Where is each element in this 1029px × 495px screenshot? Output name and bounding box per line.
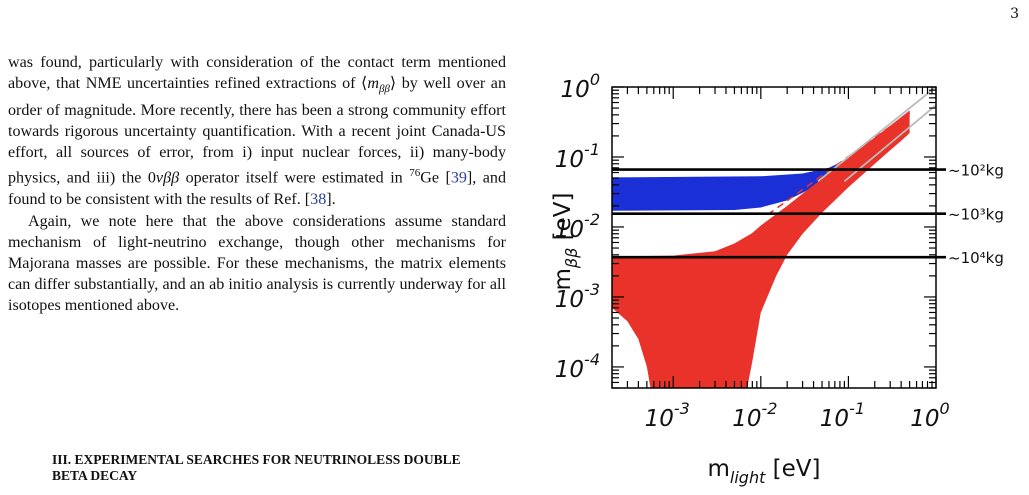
tick-label-base: 10 bbox=[910, 406, 939, 432]
sensitivity-label: ~10³kg bbox=[948, 206, 1004, 224]
plot-area bbox=[612, 87, 936, 388]
axis-title-subscript: ββ bbox=[562, 248, 581, 269]
text-segment: operator itself were estimated in bbox=[179, 169, 410, 187]
tick-label-exponent: -1 bbox=[849, 399, 865, 418]
axis-title-symbol: m bbox=[550, 268, 576, 290]
tick-label-base: 10 bbox=[561, 77, 590, 103]
tick-label-base: 10 bbox=[555, 147, 584, 173]
citation-link[interactable]: 38 bbox=[310, 190, 327, 208]
axis-title-symbol: m bbox=[707, 456, 729, 482]
tick-label-base: 10 bbox=[645, 406, 674, 432]
body-text-column: was found, particularly with considerati… bbox=[8, 52, 506, 316]
tick-label: 10-1 bbox=[555, 140, 600, 173]
diagonal-guide-line-1 bbox=[817, 87, 936, 183]
m-bb-vs-m-light-chart: 10-3 10-2 10-1 10010-410-310-210-1100~10²kg… bbox=[550, 70, 1004, 487]
tick-label-base: 10 bbox=[555, 287, 584, 313]
x-axis-title: mlight [eV] bbox=[707, 456, 820, 487]
y-axis-title: mββ [eV] bbox=[550, 193, 581, 291]
paragraph-2: Again, we note here that the above consi… bbox=[8, 211, 506, 316]
subscript: ββ bbox=[378, 83, 390, 96]
tick-label: 10-1 bbox=[820, 399, 865, 432]
section-heading: III. EXPERIMENTAL SEARCHES FOR NEUTRINOL… bbox=[52, 452, 461, 483]
tick-label: 10-4 bbox=[555, 350, 600, 383]
tick-label-exponent: -2 bbox=[584, 210, 600, 229]
text-segment: νββ bbox=[155, 169, 180, 187]
tick-label-exponent: -3 bbox=[584, 280, 600, 299]
text-segment: ], and found to be consistent with the r… bbox=[8, 169, 506, 208]
tick-label: 100 bbox=[910, 399, 949, 432]
tick-label-exponent: 0 bbox=[590, 70, 600, 89]
neutrino-mass-figure: 10-3 10-2 10-1 100 10-4 10-3 10-2 10-1 100 ~10²kg… bbox=[520, 54, 1029, 495]
normal-ordering-band bbox=[612, 110, 910, 388]
tick-label: 10-3 bbox=[555, 280, 600, 313]
text-segment: Ge [ bbox=[420, 169, 451, 187]
text-segment: ⟩ by well over an order of magnitude. Mo… bbox=[8, 75, 506, 187]
paragraph-1: was found, particularly with considerati… bbox=[8, 52, 506, 210]
tick-label: 10-2 bbox=[732, 399, 777, 432]
tick-label-exponent: -4 bbox=[584, 350, 600, 369]
text-segment: was found, particularly with considerati… bbox=[8, 54, 506, 92]
tick-label-base: 10 bbox=[732, 406, 761, 432]
text-segment: m bbox=[367, 75, 379, 92]
tick-label: 10-3 bbox=[645, 399, 690, 432]
tick-label-base: 10 bbox=[555, 217, 584, 243]
text-segment: Again, we note here that the above consi… bbox=[8, 212, 506, 314]
page-number: 3 bbox=[1010, 6, 1019, 22]
citation-link[interactable]: 39 bbox=[450, 169, 467, 187]
tick-label-exponent: -3 bbox=[674, 399, 690, 418]
axis-title-unit: [eV] bbox=[550, 193, 576, 248]
tick-label: 10-2 bbox=[555, 210, 600, 243]
tick-label-base: 10 bbox=[555, 357, 584, 383]
sensitivity-label: ~10⁴kg bbox=[948, 249, 1004, 267]
sensitivity-label: ~10²kg bbox=[948, 162, 1004, 180]
tick-label-exponent: 0 bbox=[940, 399, 950, 418]
tick-label-exponent: -2 bbox=[761, 399, 777, 418]
text-segment: ]. bbox=[326, 190, 336, 208]
axis-title-subscript: light bbox=[730, 468, 766, 487]
superscript: 76 bbox=[409, 167, 421, 180]
tick-label: 100 bbox=[561, 70, 600, 103]
axis-title-unit: [eV] bbox=[765, 456, 820, 482]
tick-label-base: 10 bbox=[820, 406, 849, 432]
inverted-ordering-band bbox=[612, 110, 910, 211]
tick-label-exponent: -1 bbox=[584, 140, 600, 159]
